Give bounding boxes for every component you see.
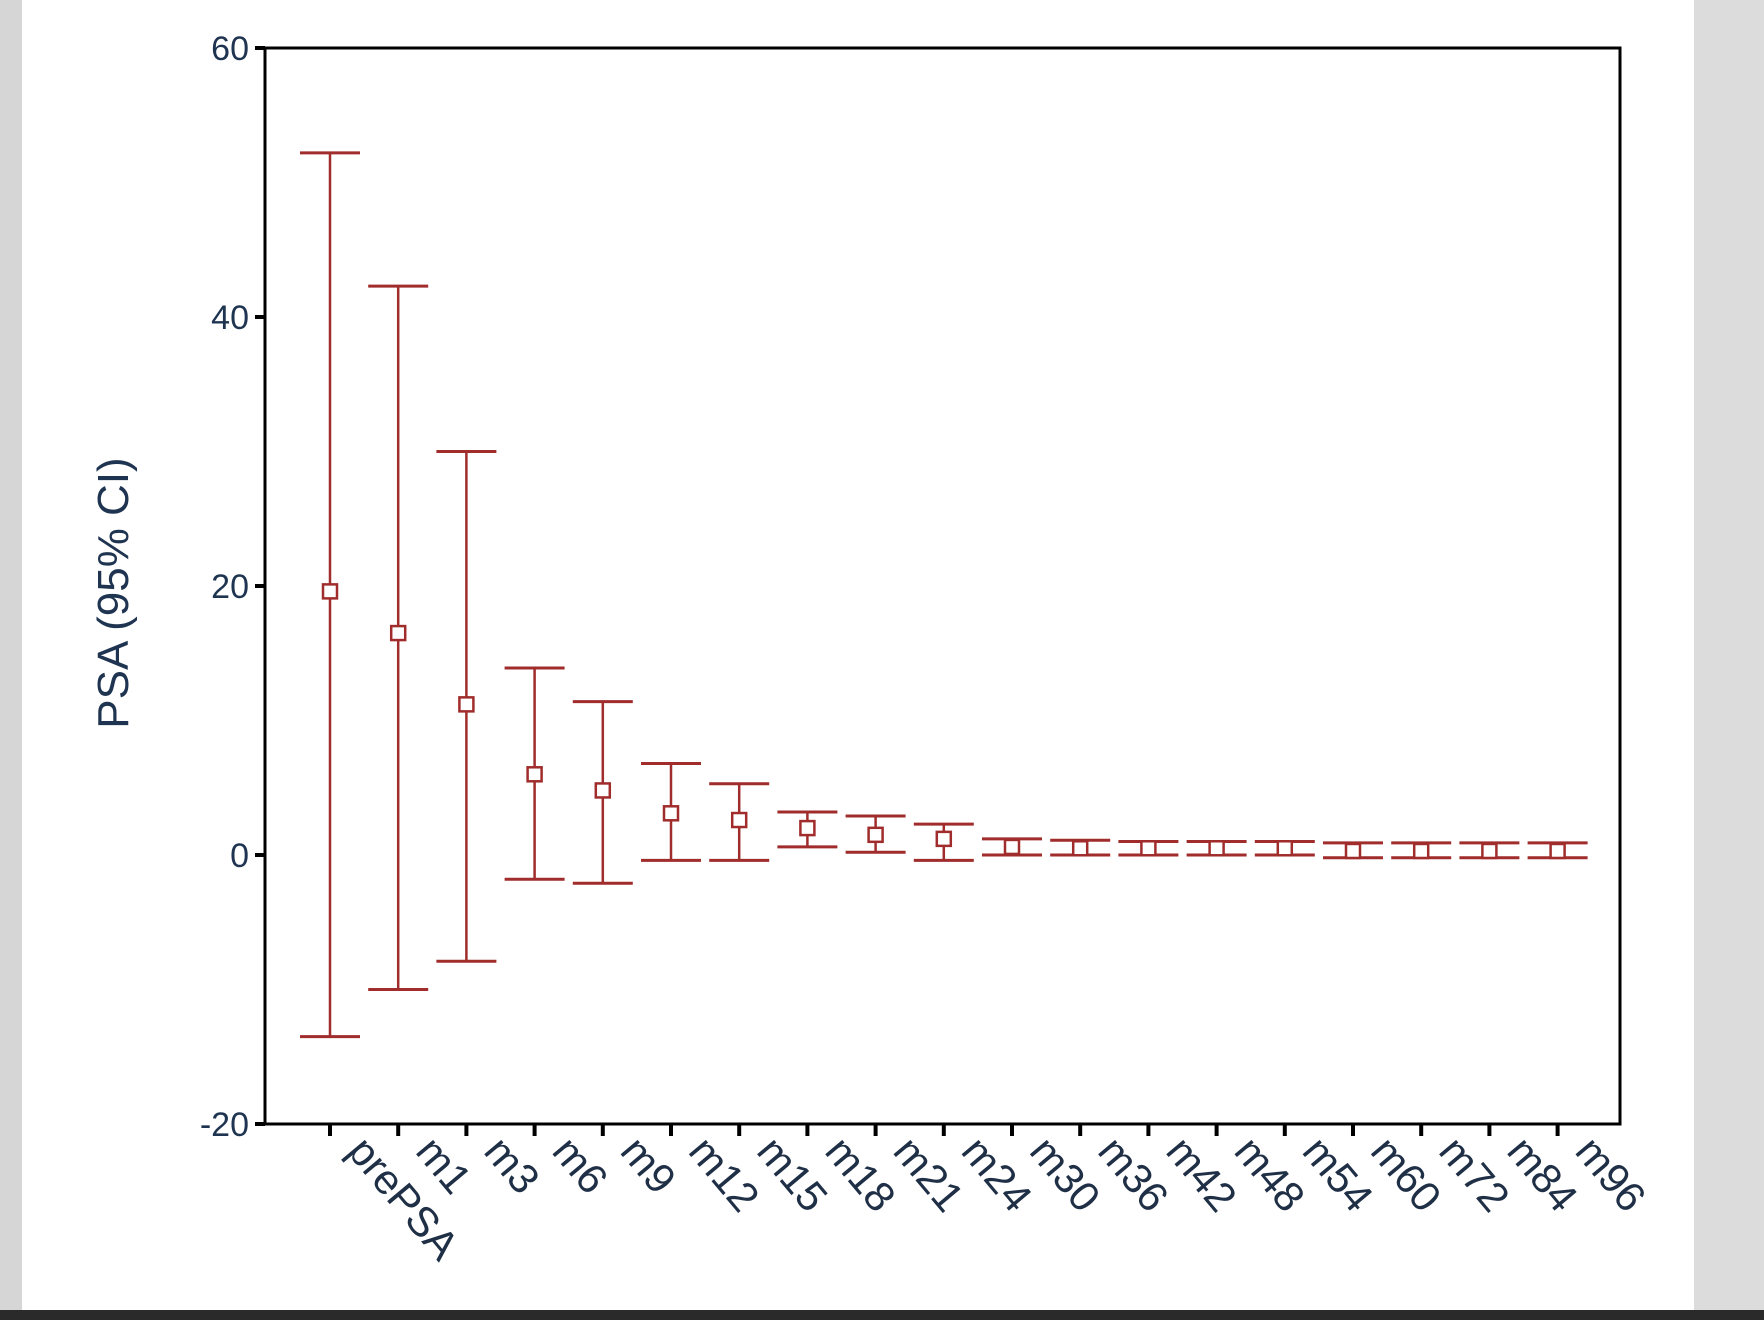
error-bar-m30 (982, 837, 1042, 857)
mean-marker (1344, 842, 1362, 860)
x-tick-label: m96 (1567, 1128, 1656, 1221)
mean-marker (1549, 842, 1566, 860)
error-bar-m36 (1050, 838, 1111, 857)
y-tick-label: 40 (211, 299, 249, 337)
error-bar-prePSA (300, 151, 360, 1039)
x-tick-label: m9 (612, 1128, 686, 1203)
error-bar-m21 (845, 814, 906, 854)
y-axis-title: PSA (95% CI) (89, 457, 138, 728)
mean-marker (867, 826, 884, 844)
error-bar-m3 (436, 450, 497, 963)
y-tick-label: 60 (211, 30, 249, 68)
x-tick-label: m54 (1294, 1128, 1383, 1221)
mean-marker (594, 782, 612, 799)
error-bar-m42 (1118, 840, 1179, 857)
mean-marker (730, 811, 748, 829)
error-bars (300, 151, 1588, 1039)
y-tick-label: 20 (211, 568, 249, 606)
x-tick-label: m6 (544, 1128, 618, 1203)
mean-marker (321, 583, 339, 600)
error-bar-m15 (709, 782, 770, 862)
mean-marker (1412, 842, 1430, 860)
error-bar-m18 (777, 810, 838, 849)
mean-marker (526, 766, 543, 783)
x-tick-label: m12 (680, 1128, 769, 1221)
error-bar-m9 (572, 700, 633, 885)
error-bar-m60 (1323, 841, 1383, 860)
x-tick-label: m15 (748, 1128, 837, 1221)
y-tick-label: -20 (200, 1106, 249, 1144)
mean-marker (1003, 838, 1021, 856)
mean-marker (1071, 840, 1089, 857)
error-bar-m6 (504, 666, 565, 881)
error-bar-m84 (1459, 841, 1520, 860)
x-tick-label: m72 (1430, 1128, 1519, 1221)
x-tick-label: m48 (1226, 1128, 1315, 1221)
error-bar-m54 (1254, 840, 1315, 857)
mean-marker (1208, 840, 1225, 857)
error-bar-m96 (1527, 841, 1588, 860)
y-tick-label: 0 (230, 837, 249, 875)
x-tick-label: m84 (1499, 1128, 1588, 1221)
mean-marker (799, 819, 816, 837)
mean-marker (935, 830, 953, 848)
mean-marker (1140, 840, 1157, 857)
y-axis: -20 0 20 40 60 (200, 30, 265, 1144)
mean-marker (458, 696, 475, 713)
x-tick-label: m3 (476, 1128, 550, 1203)
chart-canvas (22, 0, 1694, 1310)
x-tick-label: m60 (1362, 1128, 1451, 1221)
left-frame (0, 0, 22, 1310)
x-tick-label: m36 (1089, 1128, 1178, 1221)
x-axis: prePSAm1m3m6m9m12m15m18m21m24m30m36m42m4… (328, 1124, 1656, 1269)
x-tick-label: m30 (1021, 1128, 1110, 1221)
mean-marker (1276, 840, 1294, 857)
x-tick-label: m42 (1158, 1128, 1247, 1221)
mean-marker (389, 624, 407, 642)
bottom-strip (0, 1310, 1764, 1320)
error-bar-m24 (913, 822, 974, 862)
x-tick-label: m21 (885, 1128, 974, 1221)
error-bar-m48 (1186, 840, 1247, 857)
error-bar-m1 (368, 284, 429, 991)
right-frame (1694, 0, 1764, 1310)
error-bar-m12 (641, 762, 701, 862)
x-tick-label: m18 (817, 1128, 906, 1221)
x-tick-label: m24 (953, 1128, 1042, 1221)
error-bar-m72 (1391, 841, 1452, 860)
mean-marker (1481, 842, 1498, 860)
mean-marker (662, 805, 680, 822)
